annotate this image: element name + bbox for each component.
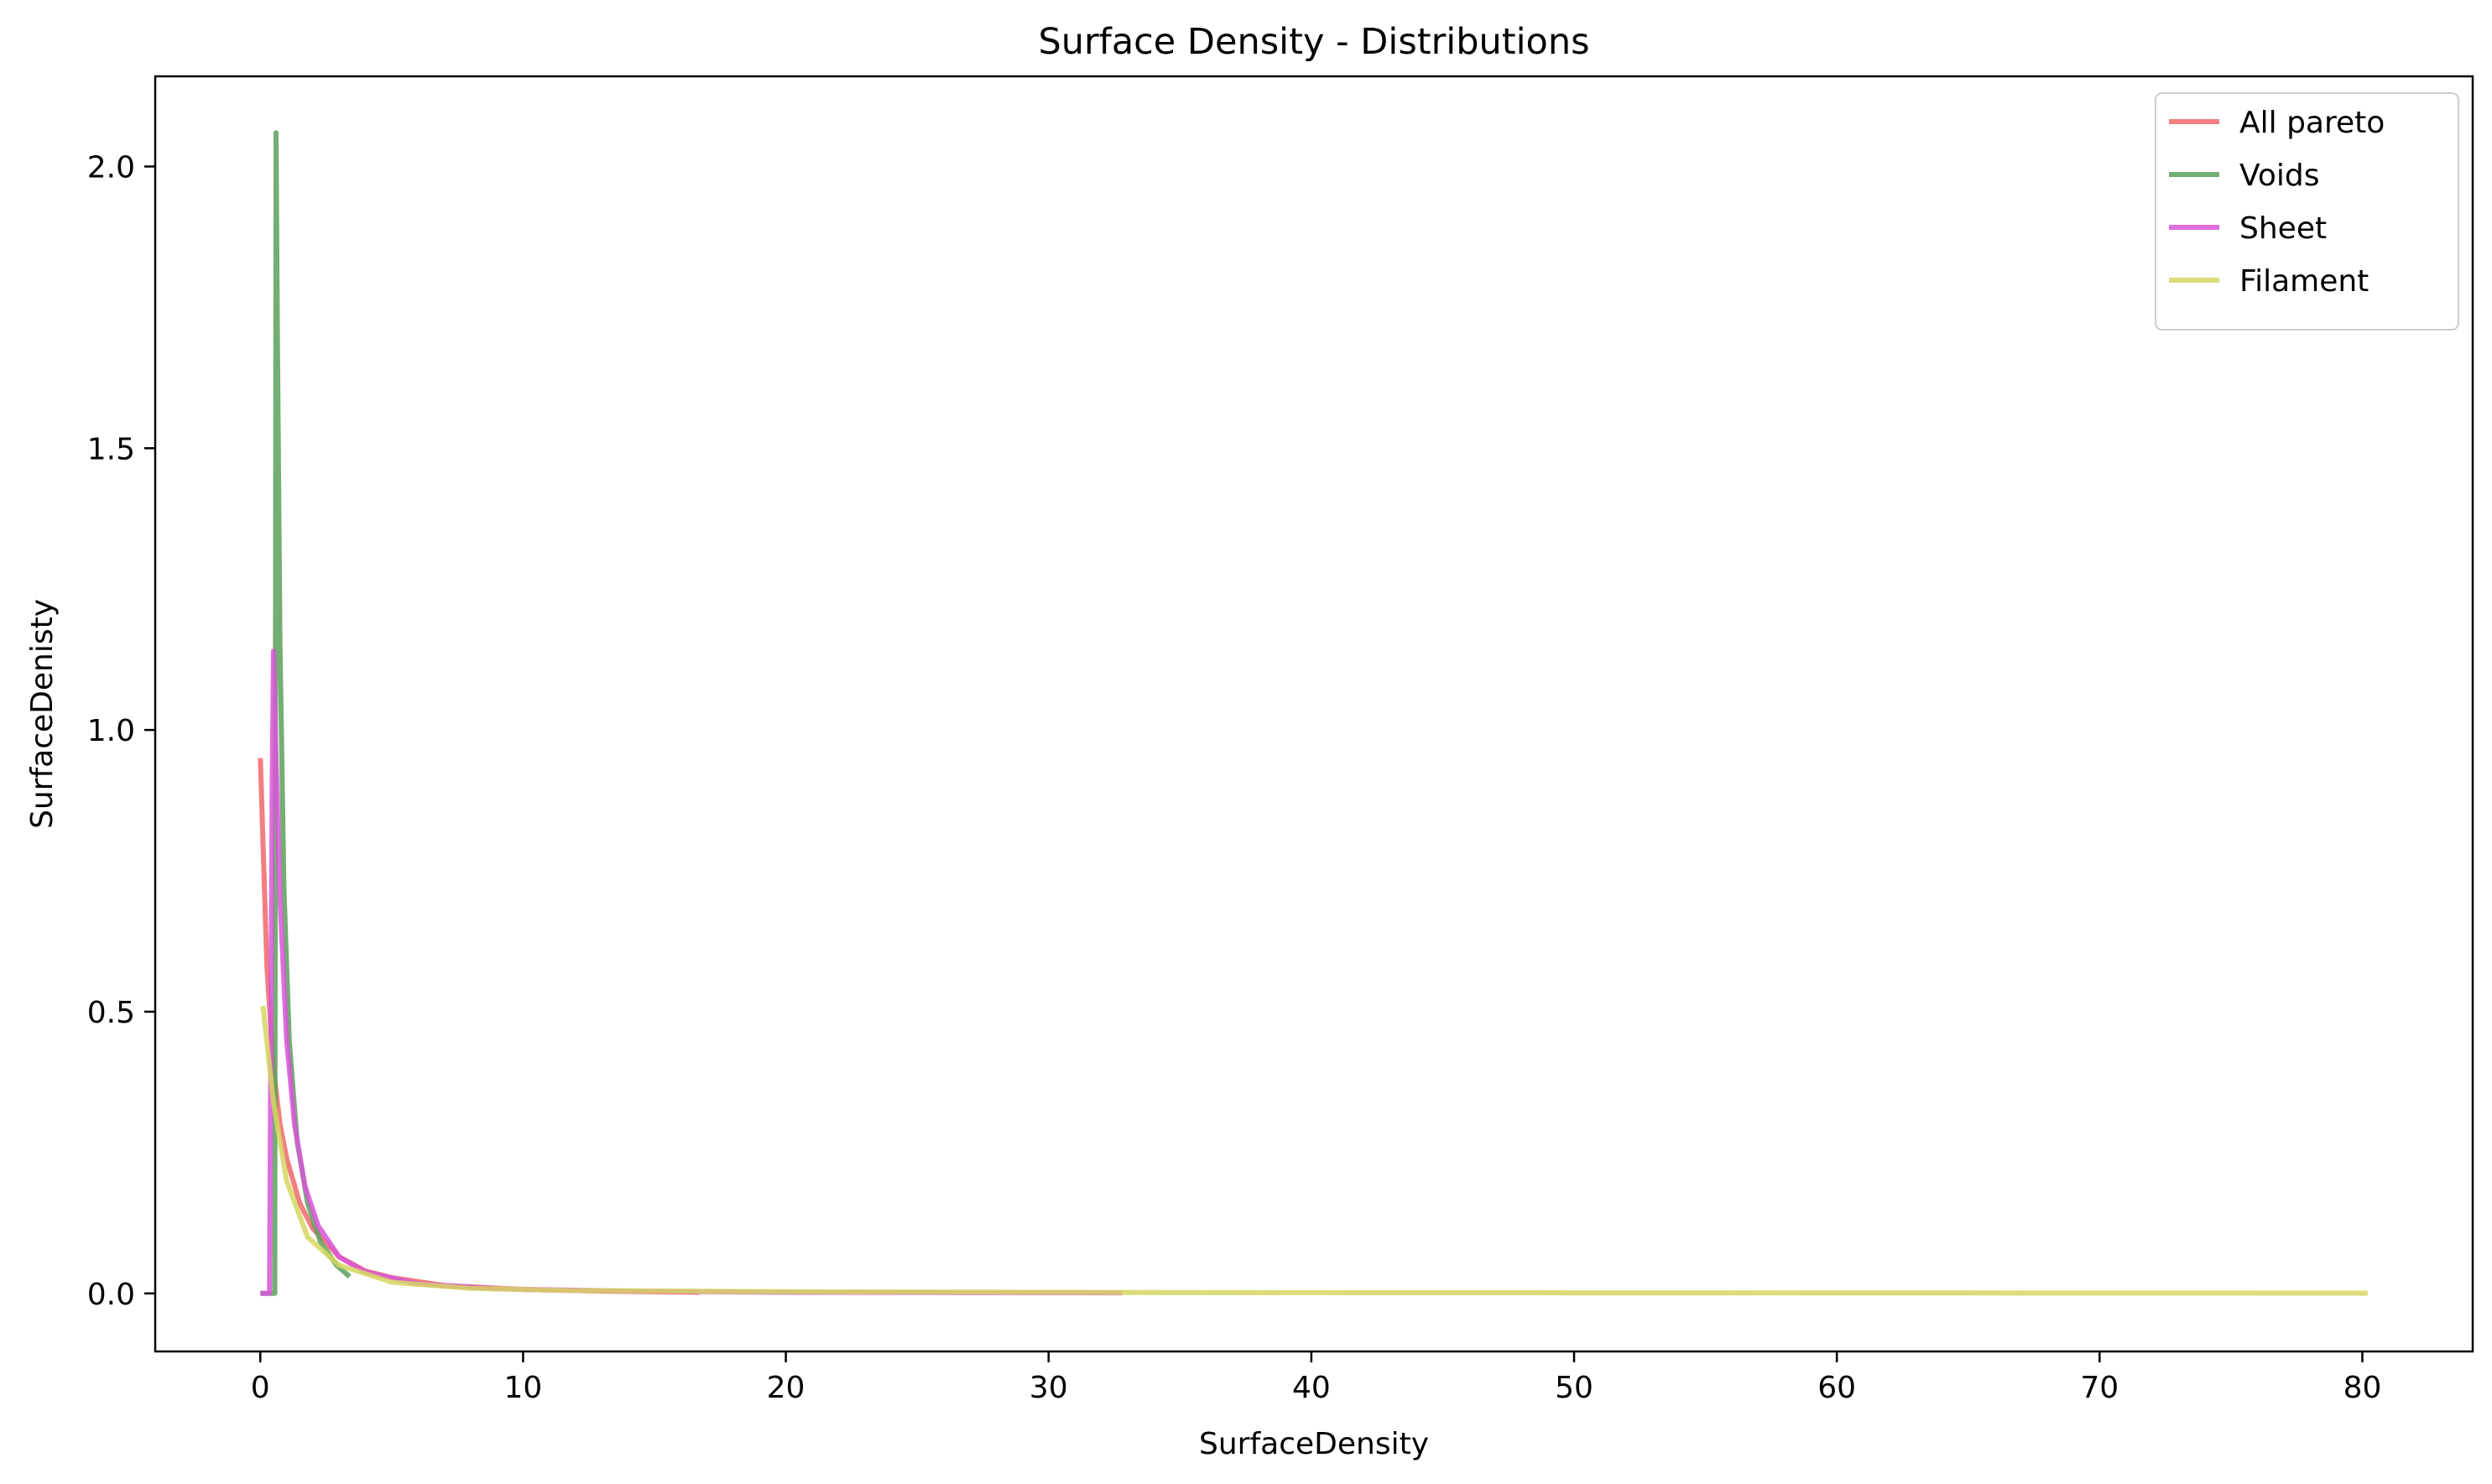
x-tick-label: 0 — [251, 1371, 270, 1405]
x-tick-label: 40 — [1292, 1371, 1331, 1405]
series-line-2 — [260, 130, 352, 1296]
plot-area — [258, 130, 2368, 1296]
x-axis: 0 10 20 30 40 50 60 70 80 — [251, 1351, 2382, 1405]
y-tick-label: 2.0 — [87, 150, 135, 185]
y-tick-label: 1.5 — [87, 432, 135, 466]
series-line-4 — [260, 1005, 2368, 1296]
y-axis-label: SurfaceDenisty — [25, 599, 60, 829]
chart-title: Surface Density - Distributions — [1038, 21, 1589, 63]
x-tick-label: 70 — [2080, 1371, 2119, 1405]
legend-label: Voids — [2239, 159, 2319, 193]
y-axis: 0.0 0.5 1.0 1.5 2.0 — [87, 150, 155, 1312]
x-tick-label: 10 — [504, 1371, 543, 1405]
axes-frame — [154, 75, 2474, 1353]
x-tick-label: 30 — [1030, 1371, 1068, 1405]
x-axis-label: SurfaceDensity — [1199, 1427, 1429, 1461]
x-tick-label: 60 — [1817, 1371, 1856, 1405]
x-tick-label: 50 — [1555, 1371, 1593, 1405]
legend-box — [2155, 92, 2459, 331]
legend-label: Filament — [2239, 264, 2369, 299]
legend: All pareto Voids Sheet Filament — [2155, 92, 2459, 331]
legend-label: All pareto — [2239, 106, 2385, 140]
y-tick-label: 0.0 — [87, 1278, 135, 1312]
x-tick-label: 80 — [2343, 1371, 2382, 1405]
y-tick-label: 0.5 — [87, 996, 135, 1030]
x-tick-label: 20 — [767, 1371, 805, 1405]
legend-label: Sheet — [2239, 211, 2327, 246]
y-tick-label: 1.0 — [87, 714, 135, 748]
